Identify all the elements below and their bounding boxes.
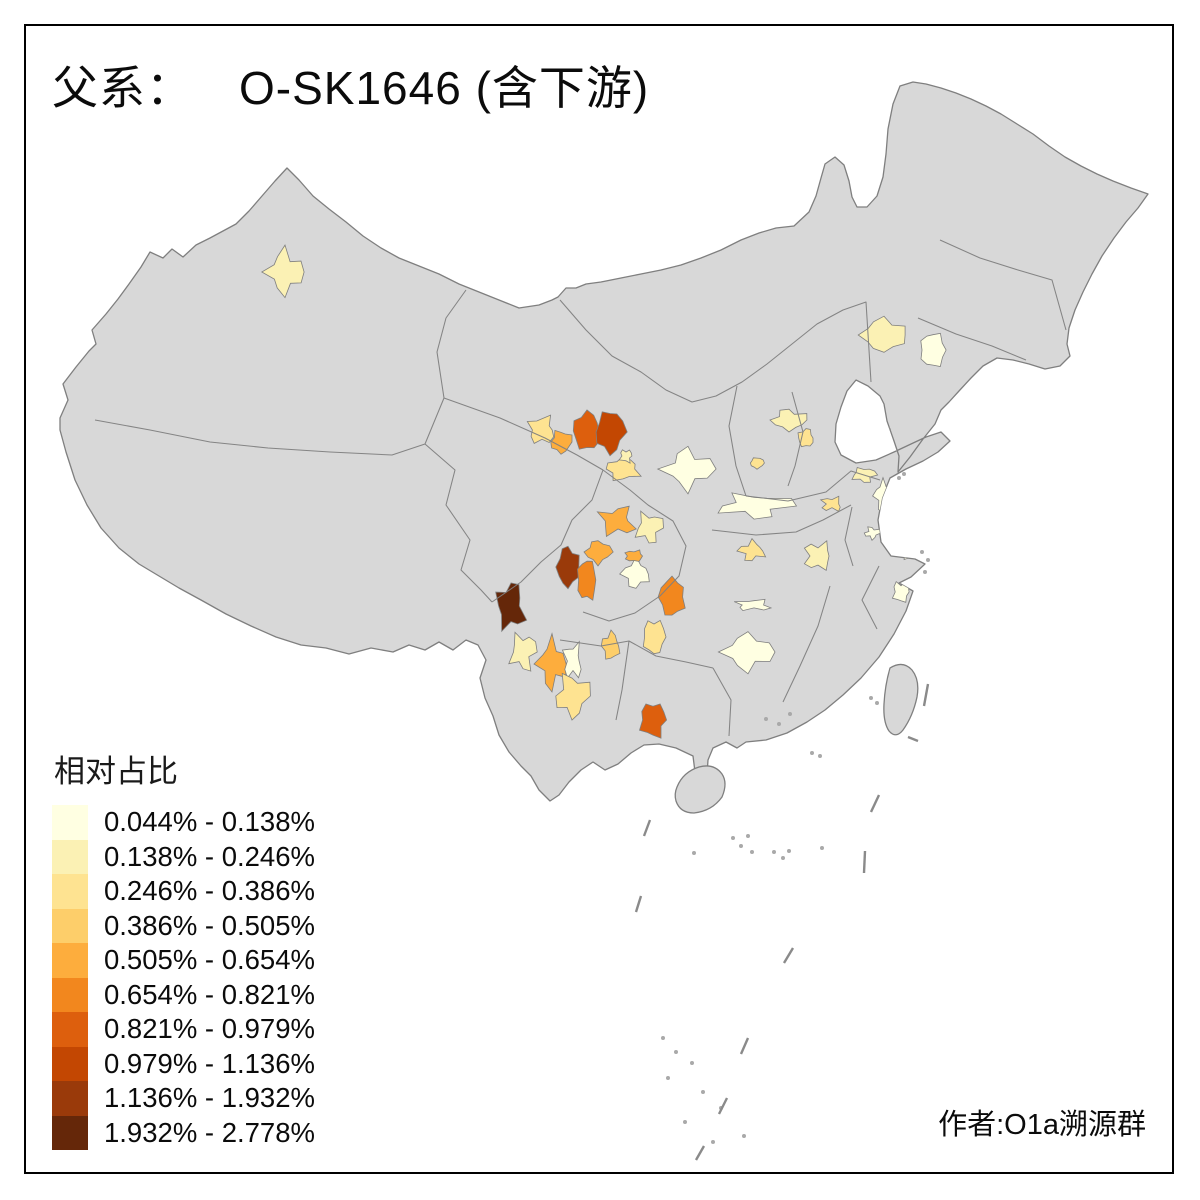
legend-label: 1.136% - 1.932%: [104, 1082, 315, 1114]
map-region-r11: [619, 555, 650, 589]
legend-label: 0.386% - 0.505%: [104, 909, 315, 941]
map-region-r30: [769, 408, 808, 433]
map-title: 父系： O-SK1646 (含下游): [52, 52, 649, 118]
legend-label: 0.044% - 0.138%: [104, 806, 315, 838]
legend-row: 0.979% - 1.136%: [52, 1046, 315, 1081]
map-region-r04: [572, 409, 601, 450]
map-region-r13: [555, 545, 580, 590]
map-region-r06: [605, 456, 642, 482]
legend-label: 1.932% - 2.778%: [104, 1116, 315, 1148]
legend-label: 0.979% - 1.136%: [104, 1047, 315, 1079]
map-region-r10: [634, 510, 664, 544]
map-region-r37: [863, 526, 882, 541]
map-region-r09: [596, 505, 637, 538]
attribution-text: 作者:O1a溯源群: [938, 1109, 1146, 1141]
legend-rows: 0.044% - 0.138% 0.138% - 0.246% 0.246% - 0…: [52, 805, 315, 1150]
legend-row: 0.654% - 0.821%: [52, 977, 315, 1012]
legend-swatch: [52, 1115, 88, 1150]
hainan-island: [674, 765, 726, 814]
nine-dash-line: [634, 683, 930, 1161]
legend-label: 0.505% - 0.654%: [104, 944, 315, 976]
map-region-r29: [803, 540, 830, 571]
map-region-r01: [261, 244, 305, 299]
map-region-r24: [638, 703, 668, 739]
legend-row: 0.044% - 0.138%: [52, 805, 315, 840]
map-region-r22: [642, 619, 667, 655]
legend-title: 相对占比: [54, 754, 178, 789]
legend-swatch: [52, 1081, 88, 1116]
legend-swatch: [52, 943, 88, 978]
legend-row: 0.386% - 0.505%: [52, 908, 315, 943]
map-region-r17: [508, 631, 538, 672]
map-region-r07: [618, 449, 633, 464]
legend-swatch: [52, 805, 88, 840]
map-region-r08: [656, 445, 717, 495]
map-region-r15: [583, 540, 614, 567]
map-region-r14: [577, 560, 597, 601]
map-region-r19: [561, 640, 582, 679]
legend-row: 1.932% - 2.778%: [52, 1115, 315, 1150]
legend: 相对占比 0.044% - 0.138% 0.138% - 0.246% 0.246…: [52, 746, 315, 1150]
sea-islets: [661, 472, 930, 1144]
legend-row: 0.505% - 0.654%: [52, 943, 315, 978]
map-region-r12: [624, 549, 643, 562]
map-region-r28: [736, 537, 767, 562]
legend-label: 0.821% - 0.979%: [104, 1013, 315, 1045]
legend-row: 0.821% - 0.979%: [52, 1012, 315, 1047]
map-region-r16: [495, 582, 528, 633]
map-region-r31: [797, 428, 814, 448]
legend-swatch: [52, 839, 88, 874]
map-region-r25: [717, 631, 776, 675]
map-region-r02: [526, 414, 555, 444]
legend-swatch: [52, 1046, 88, 1081]
map-region-r41: [920, 332, 947, 367]
map-region-r18: [533, 632, 567, 693]
map-regions-layer: [261, 244, 947, 739]
legend-swatch: [52, 1012, 88, 1047]
legend-label: 0.654% - 0.821%: [104, 978, 315, 1010]
figure-border: [24, 24, 1174, 1174]
map-region-r40: [857, 315, 906, 353]
legend-swatch: [52, 908, 88, 943]
title-haplogroup: O-SK1646 (含下游): [239, 62, 650, 114]
legend-swatch: [52, 874, 88, 909]
taiwan-island: [883, 663, 919, 736]
legend-row: 1.136% - 1.932%: [52, 1081, 315, 1116]
legend-label: 0.246% - 0.386%: [104, 875, 315, 907]
legend-row: 0.246% - 0.386%: [52, 874, 315, 909]
legend-swatch: [52, 977, 88, 1012]
map-region-r05: [595, 411, 628, 457]
province-boundaries: [94, 239, 1067, 737]
map-region-r32: [749, 457, 765, 470]
map-region-r20: [555, 672, 591, 721]
map-region-r26: [734, 598, 773, 612]
title-prefix: 父系：: [52, 63, 193, 114]
legend-label: 0.138% - 0.246%: [104, 840, 315, 872]
map-region-r03: [550, 429, 573, 455]
legend-row: 0.138% - 0.246%: [52, 839, 315, 874]
